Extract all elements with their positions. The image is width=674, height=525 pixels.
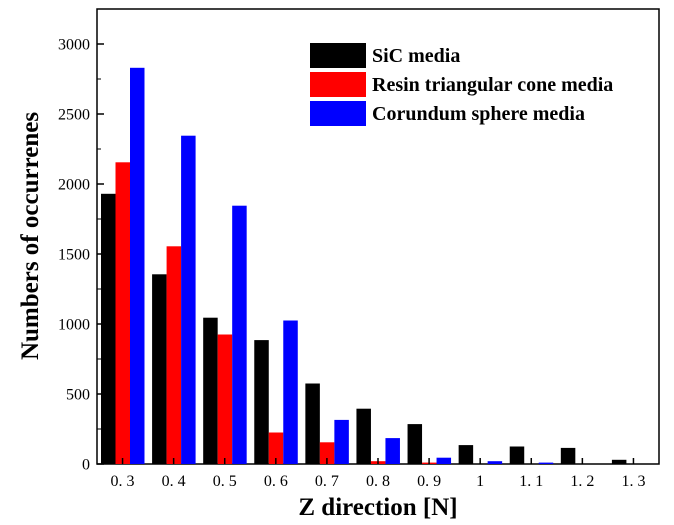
x-axis: 0. 3 0. 4 0. 5 0. 6 0. 7 0. 8 0. 9 1 1. 1 1. 2 1. … — [111, 458, 645, 490]
x-tick-label-6: 0. 9 — [417, 473, 441, 490]
x-tick-label-5: 0. 8 — [366, 473, 390, 490]
legend-label-2: Corundum sphere media — [372, 103, 585, 125]
x-tick-label-4: 0. 7 — [315, 473, 339, 490]
bar-2-4 — [334, 419, 349, 464]
bar-2-2 — [232, 205, 247, 464]
bar-2-0 — [130, 67, 145, 465]
bar-2-1 — [181, 135, 196, 464]
y-tick-label-3: 1500 — [58, 247, 90, 264]
legend-swatch-1 — [310, 72, 366, 97]
y-tick-label-4: 2000 — [58, 177, 90, 194]
bar-0-0 — [101, 193, 116, 465]
bar-0-5 — [356, 408, 371, 464]
bar-2-6 — [436, 457, 452, 464]
bar-1-3 — [268, 432, 284, 464]
x-tick-label-2: 0. 5 — [213, 473, 237, 490]
bar-2-5 — [385, 438, 400, 464]
x-tick-label-1: 0. 4 — [162, 473, 186, 490]
bar-1-2 — [217, 334, 233, 464]
bar-1-1 — [166, 246, 182, 464]
bar-1-4 — [319, 442, 335, 464]
bar-0-3 — [254, 340, 269, 464]
bar-0-2 — [203, 317, 218, 464]
bars-group — [101, 67, 627, 465]
x-tick-label-7: 1 — [476, 473, 484, 490]
legend-swatch-2 — [310, 101, 366, 126]
legend-label-0: SiC media — [372, 45, 460, 67]
x-tick-label-3: 0. 6 — [264, 473, 288, 490]
y-tick-label-0: 0 — [82, 457, 90, 474]
bar-2-8 — [538, 462, 554, 464]
legend-swatch-0 — [310, 43, 366, 68]
bar-0-6 — [407, 424, 423, 464]
bar-0-4 — [305, 383, 320, 464]
x-tick-label-9: 1. 2 — [570, 473, 594, 490]
bar-1-0 — [115, 162, 130, 465]
bar-0-10 — [611, 459, 627, 464]
x-tick-label-10: 1. 3 — [621, 473, 645, 490]
legend-label-1: Resin triangular cone media — [372, 74, 613, 96]
y-axis-title: Numbers of occurrenes — [17, 112, 44, 360]
legend: SiC media Resin triangular cone media Coru… — [310, 43, 613, 126]
y-tick-label-2: 1000 — [58, 317, 90, 334]
x-tick-label-8: 1. 1 — [519, 473, 543, 490]
bar-0-8 — [509, 446, 525, 464]
bar-2-7 — [487, 461, 503, 464]
y-tick-label-6: 3000 — [58, 37, 90, 54]
bar-0-7 — [458, 445, 474, 464]
y-tick-label-5: 2500 — [58, 107, 90, 124]
y-tick-label-1: 500 — [66, 387, 90, 404]
x-tick-label-0: 0. 3 — [111, 473, 135, 490]
bar-0-9 — [560, 447, 576, 464]
bar-0-1 — [152, 274, 167, 464]
bar-2-3 — [283, 320, 298, 464]
y-axis: 0 500 1000 1500 2000 2500 3000 — [58, 37, 104, 474]
x-axis-title: Z direction [N] — [298, 494, 457, 521]
